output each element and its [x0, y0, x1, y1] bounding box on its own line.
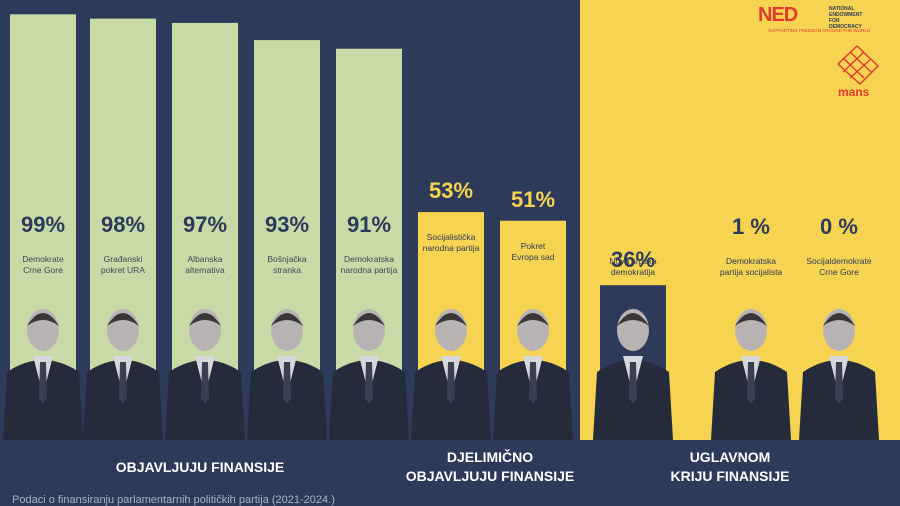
ned-logo: NED NATIONAL ENDOWMENT FOR DEMOCRACY SUP…: [758, 4, 898, 36]
group-label-3: UGLAVNOM KRIJU FINANSIJE: [670, 449, 790, 484]
party-leader-photo-8: [593, 309, 673, 440]
value-label-6: 53%: [428, 178, 474, 204]
value-label-2: 98%: [100, 212, 146, 237]
category-label-6: Socijalistička narodna partija: [422, 232, 480, 254]
value-label-10: 0 %: [820, 214, 858, 239]
party-leader-photo-3: [165, 309, 245, 440]
party-leader-photo-7: [493, 309, 573, 440]
category-label-5: Demokratska narodna partija: [340, 254, 398, 275]
party-leader-photo-6: [411, 309, 491, 440]
value-label-9: 1 %: [732, 214, 770, 239]
value-label-8: 36%: [610, 247, 656, 273]
party-leader-photo-9: [711, 309, 791, 440]
party-leader-photo-4: [247, 309, 327, 440]
category-label-9: Demokratska partija socijalista: [719, 256, 783, 277]
category-label-3: Albanska alternativa: [185, 254, 225, 275]
ned-tagline: SUPPORTING FREEDOM AROUND THE WORLD: [768, 28, 871, 33]
party-leader-photo-5: [329, 309, 409, 440]
mans-logo: mans: [832, 44, 882, 100]
category-label-7: Pokret Evropa sad: [511, 240, 555, 262]
mans-wordmark: mans: [838, 85, 870, 99]
value-label-1: 99%: [20, 212, 66, 237]
category-label-2: Građanski pokret URA: [101, 254, 145, 275]
value-label-7: 51%: [510, 186, 556, 212]
mans-grid-icon: [836, 45, 880, 85]
value-label-5: 91%: [346, 212, 392, 237]
value-label-4: 93%: [264, 212, 310, 237]
category-label-8: Nova srpska demokratija: [609, 256, 657, 277]
group-label-2: DJELIMIČNO OBJAVLJUJU FINANSIJE: [405, 449, 575, 484]
group-label-1: OBJAVLJUJU FINANSIJE: [115, 459, 285, 475]
ned-full-name: NATIONAL ENDOWMENT FOR DEMOCRACY: [829, 6, 863, 30]
party-leader-photo-1: [3, 309, 83, 440]
value-label-3: 97%: [182, 212, 228, 237]
party-leader-photo-10: [799, 309, 879, 440]
category-label-10: Socijaldemokrate Crne Gore: [806, 256, 872, 277]
source-footer: Podaci o finansiranju parlamentarnih pol…: [12, 494, 335, 506]
category-label-4: Bošnjačka stranka: [267, 254, 307, 275]
category-label-1: Demokrate Crne Gore: [22, 254, 64, 275]
ned-wordmark: NED: [758, 4, 798, 26]
party-leader-photo-2: [83, 309, 163, 440]
